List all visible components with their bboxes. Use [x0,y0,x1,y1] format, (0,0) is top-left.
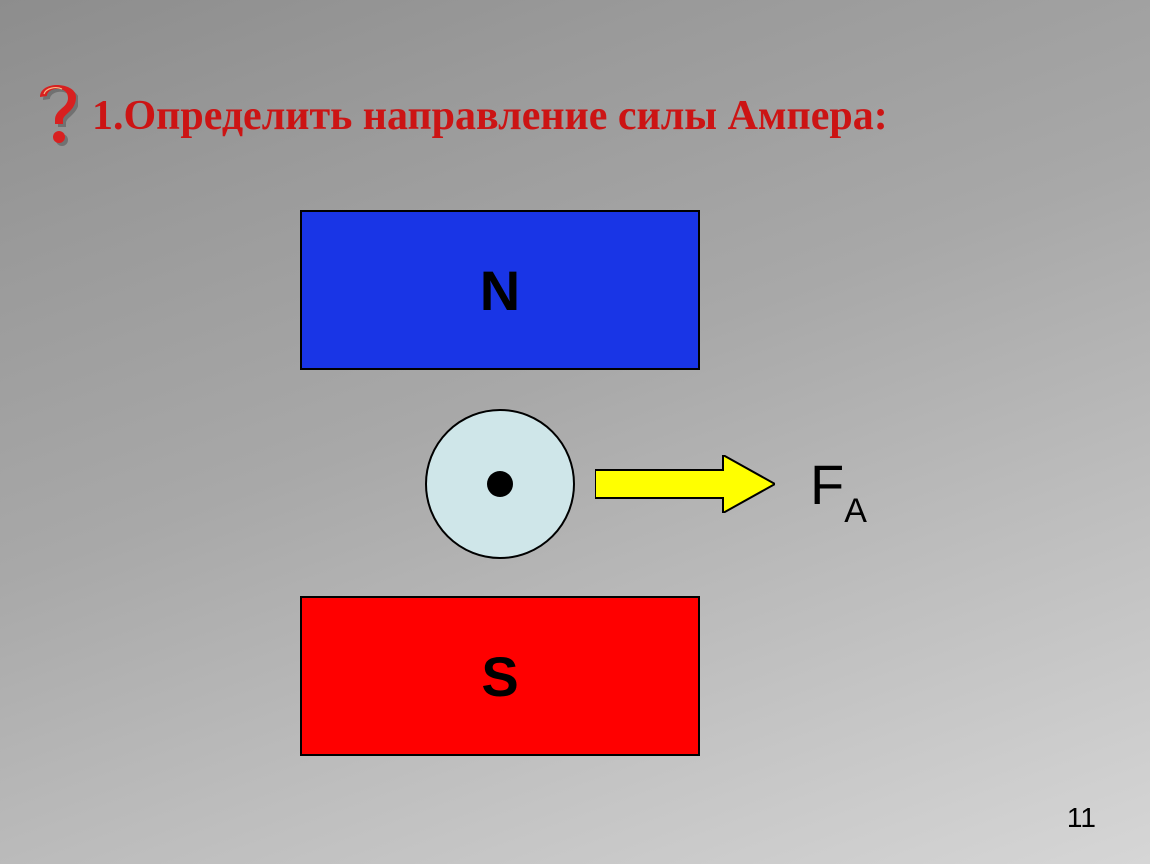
north-label: N [480,258,520,323]
current-out-of-page-dot [487,471,513,497]
slide: 1.Определить направление силы Ампера: N … [0,0,1150,864]
south-label: S [481,644,518,709]
magnet-north-pole: N [300,210,700,370]
page-number: 11 [1067,802,1096,834]
force-symbol: F [810,453,844,516]
slide-title: 1.Определить направление силы Ампера: [92,92,888,140]
question-mark-icon [38,82,78,152]
magnet-south-pole: S [300,596,700,756]
force-subscript: A [844,492,867,530]
force-arrow [595,455,775,513]
ampere-force-label: FA [810,452,867,517]
